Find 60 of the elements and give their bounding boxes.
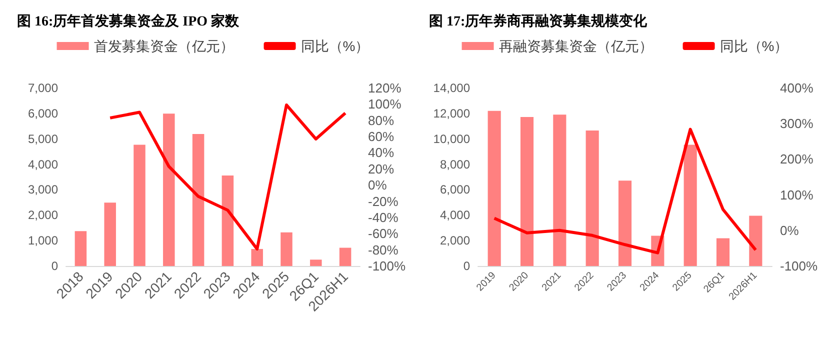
y-tick-label: 4,000 <box>440 208 470 222</box>
bar <box>618 180 632 266</box>
y2-tick-label: 80% <box>368 112 394 128</box>
bar <box>716 238 730 266</box>
bar <box>749 216 762 266</box>
y2-tick-label: 40% <box>368 145 394 160</box>
bar <box>586 130 599 266</box>
y-tick-label: 7,000 <box>28 81 58 95</box>
y2-tick-label: -80% <box>368 242 399 258</box>
bar <box>339 248 352 266</box>
bar <box>488 110 501 266</box>
y-tick-label: 2,000 <box>28 208 58 222</box>
chart-title: 图 17:历年券商再融资募集规模变化 <box>429 12 648 30</box>
y2-tick-label: 120% <box>368 80 402 96</box>
y2-tick-label: 0% <box>368 178 388 193</box>
y-tick-label: 5,000 <box>28 132 58 146</box>
y2-tick-label: 100% <box>780 187 814 202</box>
y-tick-label: 10,000 <box>433 132 470 146</box>
legend-label: 同比（%） <box>300 38 370 54</box>
y-tick-label: 0 <box>463 259 470 273</box>
y-tick-label: 4,000 <box>28 157 58 172</box>
chart-title: 图 16:历年首发募集资金及 IPO 家数 <box>17 12 240 30</box>
bar <box>104 202 116 266</box>
y2-tick-label: 400% <box>780 80 814 96</box>
y-tick-label: 6,000 <box>28 106 58 120</box>
y2-tick-label: -60% <box>368 226 399 242</box>
y2-tick-label: 300% <box>780 116 814 132</box>
y2-tick-label: 60% <box>368 129 394 144</box>
y-tick-label: 2,000 <box>440 234 470 248</box>
y2-tick-label: 200% <box>780 152 814 167</box>
y2-tick-label: 20% <box>368 161 394 176</box>
y2-tick-label: 100% <box>368 96 402 112</box>
bar <box>310 260 322 266</box>
bar <box>251 248 263 266</box>
y-tick-label: 3,000 <box>28 182 58 197</box>
bar <box>74 231 87 266</box>
y-tick-label: 6,000 <box>440 182 470 197</box>
bar <box>222 175 234 266</box>
legend-label: 同比（%） <box>720 38 788 54</box>
y2-tick-label: 0% <box>780 222 800 238</box>
y2-tick-label: -100% <box>780 258 818 274</box>
y2-tick-label: -100% <box>368 258 406 274</box>
line-series <box>492 128 758 254</box>
y-tick-label: 1,000 <box>28 234 58 248</box>
y-tick-label: 0 <box>51 259 58 273</box>
line-series <box>108 103 347 251</box>
legend-label: 首发募集资金（亿元） <box>94 38 234 54</box>
bar <box>280 232 292 266</box>
y-tick-label: 14,000 <box>433 81 470 95</box>
y2-tick-label: -40% <box>368 210 399 225</box>
y-tick-label: 8,000 <box>440 157 470 172</box>
bar <box>134 144 146 266</box>
bar <box>684 144 697 266</box>
bar <box>163 114 175 266</box>
bar <box>553 114 566 266</box>
y-tick-label: 12,000 <box>433 106 470 120</box>
y2-tick-label: -20% <box>368 194 399 209</box>
bar <box>192 134 204 266</box>
bar <box>520 116 534 266</box>
legend-label: 再融资募集资金（亿元） <box>498 38 653 54</box>
